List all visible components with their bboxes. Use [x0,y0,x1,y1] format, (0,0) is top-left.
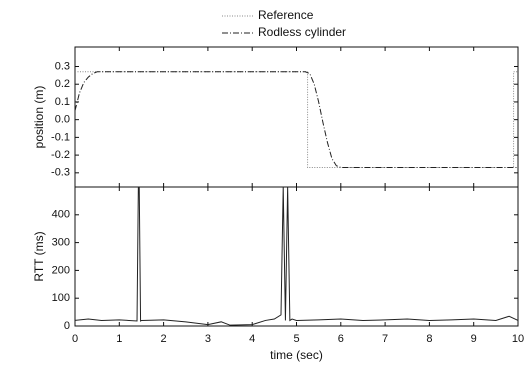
y-tick-label: -0.3 [51,167,70,179]
plot-frame [74,186,519,327]
y-tick-label: 100 [52,292,70,304]
x-tick-label: 4 [249,333,255,345]
y-tick-label: 0.2 [55,78,70,90]
x-tick-label: 8 [426,333,432,345]
y-tick-label: 0 [64,320,70,332]
data-line [75,71,518,169]
x-axis-label: time (sec) [270,348,323,362]
legend-label: Reference [258,8,314,22]
x-tick-label: 7 [382,333,388,345]
y-tick-label: 0.0 [55,114,70,126]
y-axis-label: RTT (ms) [32,231,46,281]
x-tick-label: 10 [512,333,524,345]
y-axis-label: position (m) [32,86,46,149]
y-tick-label: -0.2 [51,149,70,161]
y-tick-label: 0.3 [55,60,70,72]
x-tick-label: 0 [72,333,78,345]
x-tick-label: 6 [338,333,344,345]
legend-label: Rodless cylinder [258,25,346,39]
data-line [75,71,518,169]
y-tick-label: -0.1 [51,131,70,143]
y-tick-label: 300 [52,237,70,249]
x-tick-label: 9 [471,333,477,345]
y-tick-label: 400 [52,209,70,221]
x-tick-label: 2 [161,333,167,345]
x-tick-label: 5 [293,333,299,345]
data-line [75,187,518,326]
y-tick-label: 0.1 [55,96,70,108]
plot-frame [74,46,519,188]
x-tick-label: 3 [205,333,211,345]
y-tick-label: 200 [52,264,70,276]
x-tick-label: 1 [116,333,122,345]
